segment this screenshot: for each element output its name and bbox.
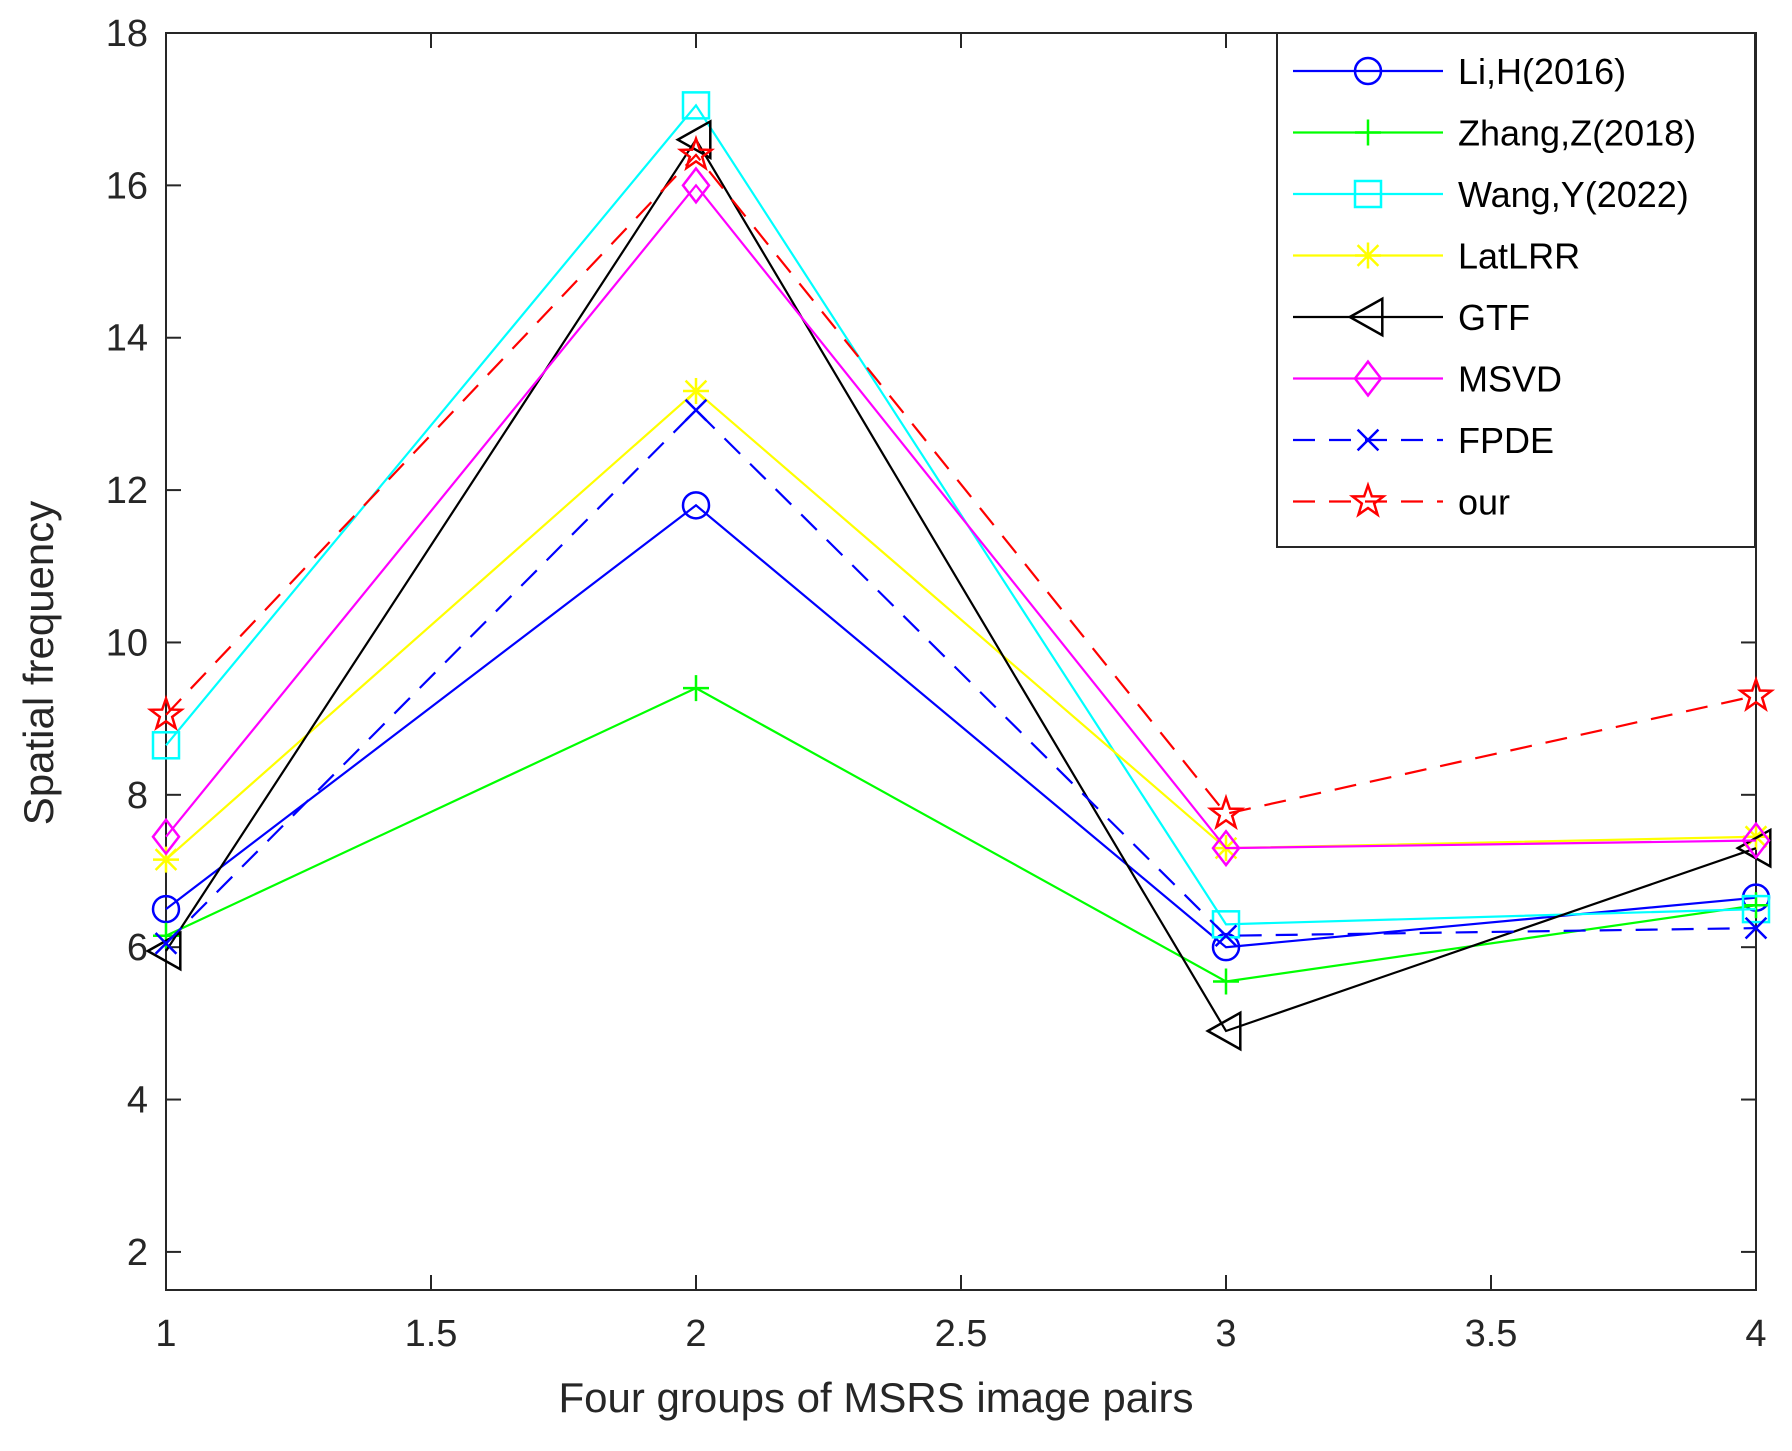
data-point xyxy=(151,894,181,924)
legend-label: Li,H(2016) xyxy=(1458,51,1626,92)
data-point xyxy=(1741,821,1771,860)
y-tick-label: 16 xyxy=(106,165,148,207)
data-point xyxy=(1213,968,1239,995)
data-point xyxy=(151,817,181,856)
legend-label: our xyxy=(1458,482,1510,523)
series-line xyxy=(165,153,1757,816)
data-point xyxy=(1735,827,1772,869)
series-5 xyxy=(151,166,1771,868)
legend-item: Zhang,Z(2018) xyxy=(1293,113,1696,154)
data-point xyxy=(681,91,711,120)
y-tick-label: 4 xyxy=(127,1080,148,1122)
series-line xyxy=(165,408,1757,945)
legend: Li,H(2016) Zhang,Z(2018) Wang,Y(2022) LatLR… xyxy=(1276,32,1756,548)
data-point xyxy=(1205,1010,1242,1052)
data-point xyxy=(1347,296,1384,338)
series-line xyxy=(165,503,1757,949)
data-point xyxy=(1355,242,1381,269)
data-point xyxy=(1353,359,1383,398)
y-tick-label: 18 xyxy=(106,13,148,55)
series-line xyxy=(165,183,1757,850)
x-tick-label: 3.5 xyxy=(1465,1313,1518,1355)
legend-label: FPDE xyxy=(1458,420,1554,461)
data-point xyxy=(683,378,709,405)
series-line xyxy=(165,103,1757,926)
legend-label: Wang,Y(2022) xyxy=(1458,174,1689,215)
series-2 xyxy=(151,91,1771,939)
data-point xyxy=(1348,481,1388,518)
legend-label: GTF xyxy=(1458,297,1530,338)
data-point xyxy=(1353,56,1383,86)
y-tick-label: 8 xyxy=(127,775,148,817)
data-point xyxy=(675,119,712,160)
legend-item: GTF xyxy=(1293,296,1530,338)
x-tick-label: 3 xyxy=(1215,1313,1236,1355)
y-tick-label: 12 xyxy=(106,470,148,512)
data-point xyxy=(1736,675,1776,713)
y-tick-label: 2 xyxy=(127,1232,148,1274)
data-point xyxy=(1211,829,1241,868)
legend-item: Wang,Y(2022) xyxy=(1293,174,1689,215)
data-point xyxy=(1353,179,1383,209)
legend-item: MSVD xyxy=(1293,359,1562,400)
legend-item: FPDE xyxy=(1293,420,1554,461)
series-line xyxy=(165,137,1757,1033)
x-tick-label: 1 xyxy=(155,1313,176,1355)
series-7 xyxy=(146,134,1776,831)
x-tick-label: 1.5 xyxy=(405,1313,458,1355)
data-point xyxy=(1355,119,1381,146)
data-point xyxy=(1741,894,1771,924)
data-point xyxy=(1356,428,1380,452)
x-axis-label: Four groups of MSRS image pairs xyxy=(559,1374,1194,1421)
data-point xyxy=(681,491,711,520)
data-point xyxy=(683,675,709,702)
legend-label: LatLRR xyxy=(1458,236,1580,277)
data-point xyxy=(146,694,186,732)
data-point xyxy=(684,398,708,422)
data-point xyxy=(153,846,179,873)
legend-item: Li,H(2016) xyxy=(1293,51,1626,92)
x-tick-label: 4 xyxy=(1745,1313,1766,1355)
legend-box xyxy=(1276,32,1756,548)
x-tick-label: 2 xyxy=(685,1313,706,1355)
y-tick-label: 14 xyxy=(106,318,148,360)
series-6 xyxy=(154,398,1768,955)
legend-label: Zhang,Z(2018) xyxy=(1458,113,1696,154)
data-point xyxy=(676,134,716,172)
data-point xyxy=(154,932,178,955)
legend-item: LatLRR xyxy=(1293,236,1580,277)
x-tick-label: 2.5 xyxy=(935,1313,988,1355)
y-tick-label: 10 xyxy=(106,622,148,664)
y-tick-label: 6 xyxy=(127,927,148,969)
data-point xyxy=(1206,793,1246,831)
data-point xyxy=(1214,924,1238,948)
y-axis-label: Spatial frequency xyxy=(15,501,62,826)
legend-label: MSVD xyxy=(1458,359,1562,400)
series-line xyxy=(165,389,1757,861)
data-point xyxy=(151,731,181,760)
data-point xyxy=(1744,916,1768,940)
legend-item: our xyxy=(1293,481,1510,523)
data-point xyxy=(681,166,711,205)
series-line xyxy=(165,686,1757,983)
